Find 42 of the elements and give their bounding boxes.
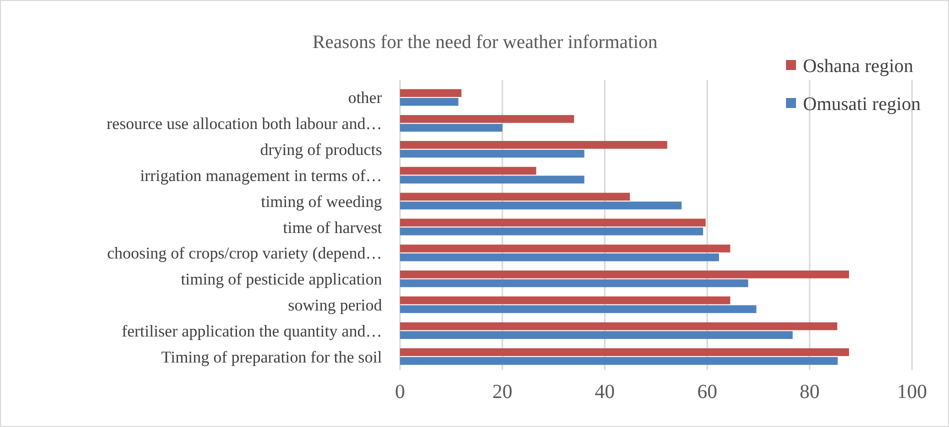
x-tick-label: 100 <box>897 381 927 404</box>
bar <box>400 140 668 149</box>
bar <box>400 150 584 158</box>
y-tick-label: Timing of preparation for the soil <box>161 347 382 366</box>
bar <box>400 279 748 288</box>
y-tick-label: time of harvest <box>283 218 382 237</box>
y-tick-label: timing of pesticide application <box>180 270 382 289</box>
y-tick-label: irrigation management in terms of… <box>140 166 382 185</box>
bar <box>400 322 838 330</box>
y-tick-label: timing of weeding <box>261 192 382 211</box>
legend-label: Oshana region <box>803 56 914 77</box>
x-tick-label: 80 <box>800 381 820 404</box>
bar <box>400 348 850 356</box>
bar <box>400 331 793 339</box>
y-tick-label: other <box>348 88 382 108</box>
chart-title: Reasons for the need for weather information <box>312 32 658 53</box>
bar <box>400 357 838 365</box>
bar <box>400 124 502 132</box>
bar <box>400 270 850 278</box>
legend-label: Omusati region <box>803 94 922 115</box>
bar <box>400 98 458 106</box>
bar <box>400 202 682 210</box>
x-tick-label: 60 <box>697 381 718 404</box>
bar <box>400 166 536 175</box>
bar <box>400 244 730 252</box>
y-tick-label: fertiliser application the quantity and… <box>122 321 382 340</box>
bar <box>400 176 584 184</box>
bar <box>400 115 574 123</box>
bar <box>400 218 706 226</box>
bar <box>400 305 756 314</box>
bar <box>400 192 630 201</box>
bar <box>400 228 704 236</box>
x-tick-label: 20 <box>492 381 512 404</box>
y-tick-label: drying of products <box>260 140 382 160</box>
y-tick-label: resource use allocation both labour and… <box>106 114 382 134</box>
y-tick-label: sowing period <box>288 296 383 315</box>
x-tick-label: 40 <box>594 381 615 404</box>
x-tick-label: 0 <box>395 381 405 404</box>
bar <box>400 89 462 97</box>
bar <box>400 253 719 262</box>
y-tick-label: choosing of crops/crop variety (depend… <box>107 244 382 263</box>
bar <box>400 296 730 304</box>
